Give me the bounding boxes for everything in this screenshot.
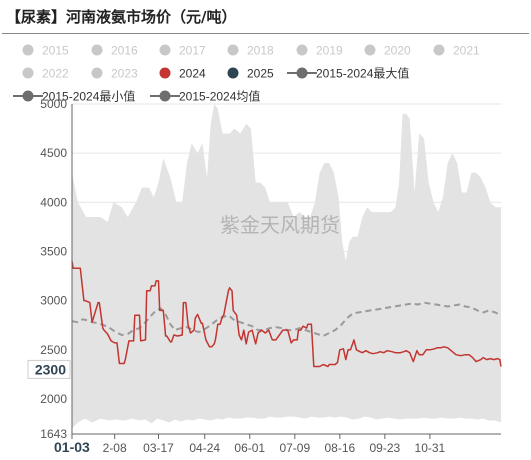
y-tick-label: 5000 [40, 97, 67, 111]
max-min-band [72, 104, 501, 429]
legend-item[interactable]: 2025 [227, 67, 275, 81]
x-tick-label: 09-23 [370, 441, 401, 455]
legend-marker [159, 90, 171, 102]
max-min-area [72, 104, 501, 429]
y-tick-label: 3500 [40, 244, 67, 258]
watermark: 紫金天风期货 [220, 213, 340, 237]
legend-marker [364, 44, 376, 56]
legend-marker [22, 67, 34, 79]
axis-pointer: 2300 [27, 359, 71, 379]
legend-item[interactable]: 2023 [91, 67, 139, 81]
legend-marker [159, 44, 171, 56]
y-tick-label: 2000 [40, 392, 67, 406]
legend-item[interactable]: 2024 [159, 67, 207, 81]
legend-marker [227, 44, 239, 56]
legend-marker [22, 44, 34, 56]
series-line-average [71, 301, 502, 337]
x-tick-label: 08-16 [324, 441, 355, 455]
legend-label: 2015-2024均值 [179, 89, 260, 104]
legend-label: 2019 [316, 44, 343, 58]
series-lines [71, 261, 502, 368]
y-tick-label: 4500 [40, 146, 67, 160]
chart-title: 【尿素】河南液氨市场价（元/吨） [6, 8, 237, 26]
x-tick-label: 04-24 [189, 441, 220, 455]
x-tick-label: 01-03 [54, 439, 90, 455]
legend-marker [433, 44, 445, 56]
legend-label: 2024 [179, 67, 206, 81]
legend-label: 2021 [453, 44, 480, 58]
legend-item[interactable]: 2015-2024最小值 [13, 89, 135, 104]
legend-item[interactable]: 2020 [364, 44, 412, 58]
legend-item[interactable]: 2019 [296, 44, 344, 58]
x-tick-label: 06-01 [234, 441, 265, 455]
legend-label: 2015 [42, 44, 69, 58]
legend: 2015 2016 2017 2018 2019 2020 2021 2022 2023 2024… [13, 44, 480, 104]
legend-label: 2020 [384, 44, 411, 58]
series-line-2024 [71, 261, 502, 368]
legend-label: 2017 [179, 44, 206, 58]
legend-marker [91, 44, 103, 56]
legend-item[interactable]: 2015-2024最大值 [287, 66, 409, 81]
legend-marker [296, 67, 308, 79]
legend-item[interactable]: 2015-2024均值 [150, 89, 260, 104]
legend-label: 2023 [111, 67, 138, 81]
legend-label: 2022 [42, 67, 69, 81]
legend-item[interactable]: 2018 [227, 44, 275, 58]
x-tick-label: 07-09 [279, 441, 310, 455]
legend-item[interactable]: 2022 [22, 67, 70, 81]
legend-item[interactable]: 2017 [159, 44, 207, 58]
legend-label: 2015-2024最小值 [42, 89, 135, 104]
legend-marker [22, 90, 34, 102]
x-tick-label: 03-17 [143, 441, 174, 455]
x-tick-label: 2-08 [103, 441, 127, 455]
legend-marker [296, 44, 308, 56]
legend-item[interactable]: 2021 [433, 44, 481, 58]
axis-pointer-box [27, 359, 71, 379]
axis-pointer-label: 2300 [35, 361, 66, 377]
legend-marker [159, 67, 171, 79]
y-tick-label: 2500 [40, 343, 67, 357]
legend-item[interactable]: 2016 [91, 44, 139, 58]
legend-item[interactable]: 2015 [22, 44, 70, 58]
y-tick-label: 3000 [40, 294, 67, 308]
legend-label: 2025 [247, 67, 274, 81]
legend-label: 2018 [247, 44, 274, 58]
y-tick-label: 1643 [40, 427, 67, 441]
y-tick-label: 4000 [40, 195, 67, 209]
legend-label: 2015-2024最大值 [316, 66, 409, 81]
x-tick-label: 10-31 [415, 441, 446, 455]
legend-marker [227, 67, 239, 79]
legend-marker [91, 67, 103, 79]
legend-label: 2016 [111, 44, 138, 58]
title-divider [2, 33, 529, 34]
